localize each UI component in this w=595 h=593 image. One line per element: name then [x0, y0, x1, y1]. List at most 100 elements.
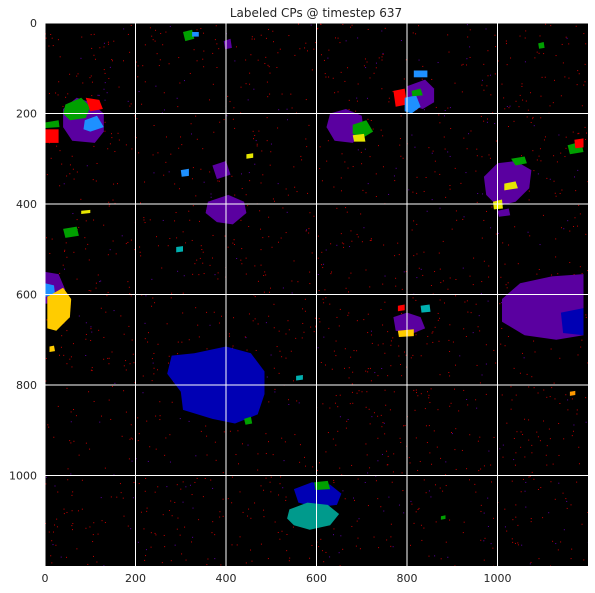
noise-dot [420, 355, 422, 357]
noise-dot [191, 494, 193, 496]
noise-dot [91, 95, 93, 97]
noise-dot [254, 265, 256, 267]
noise-dot [308, 124, 310, 126]
noise-dot [100, 497, 102, 499]
noise-dot [129, 105, 131, 107]
noise-dot [182, 231, 184, 233]
noise-dot [400, 441, 402, 443]
noise-dot [519, 35, 521, 37]
noise-dot [502, 456, 504, 458]
noise-dot [507, 336, 509, 338]
noise-dot [192, 536, 194, 538]
noise-dot [247, 515, 249, 517]
noise-dot [421, 539, 423, 541]
noise-dot [378, 57, 380, 59]
noise-dot [378, 145, 380, 147]
noise-dot [366, 97, 368, 99]
noise-dot [226, 115, 228, 117]
noise-dot [163, 109, 165, 111]
noise-dot [253, 38, 255, 40]
noise-dot [152, 154, 154, 156]
noise-dot [317, 235, 319, 237]
noise-dot [476, 407, 478, 409]
noise-dot [212, 521, 214, 523]
noise-dot [517, 524, 519, 526]
noise-dot [518, 106, 520, 108]
noise-dot [353, 350, 355, 352]
noise-dot [365, 370, 367, 372]
noise-dot [386, 539, 388, 541]
noise-dot [558, 134, 560, 136]
noise-dot [357, 83, 359, 85]
noise-dot [299, 48, 301, 50]
noise-dot [278, 494, 280, 496]
noise-dot [418, 507, 420, 509]
noise-dot [356, 350, 358, 352]
noise-dot [394, 255, 396, 257]
noise-dot [268, 315, 270, 317]
noise-dot [521, 352, 523, 354]
noise-dot [530, 122, 532, 124]
noise-dot [534, 57, 536, 59]
noise-dot [278, 109, 280, 111]
noise-dot [270, 354, 272, 356]
noise-dot [145, 295, 147, 297]
noise-dot [249, 72, 251, 74]
noise-dot [350, 26, 352, 28]
noise-dot [569, 262, 571, 264]
noise-dot [97, 533, 99, 535]
noise-dot [290, 93, 292, 95]
noise-dot [469, 275, 471, 277]
y-tick-label: 200 [16, 108, 37, 121]
noise-dot [356, 97, 358, 99]
noise-dot [405, 271, 407, 273]
noise-dot [61, 163, 63, 165]
noise-dot [154, 491, 156, 493]
noise-dot [522, 434, 524, 436]
noise-dot [103, 224, 105, 226]
cp-region [81, 209, 91, 214]
noise-dot [585, 138, 587, 140]
noise-dot [215, 25, 217, 27]
noise-dot [115, 253, 117, 255]
noise-dot [191, 541, 193, 543]
noise-dot [502, 242, 504, 244]
noise-dot [174, 501, 176, 503]
noise-dot [66, 387, 68, 389]
noise-dot [403, 425, 405, 427]
noise-dot [530, 521, 532, 523]
noise-dot [81, 36, 83, 38]
noise-dot [82, 82, 84, 84]
noise-dot [524, 61, 526, 63]
noise-dot [143, 528, 145, 530]
noise-dot [584, 81, 586, 83]
noise-dot [232, 118, 234, 120]
noise-dot [165, 31, 167, 33]
noise-dot [390, 545, 392, 547]
noise-dot [339, 42, 341, 44]
noise-dot [287, 320, 289, 322]
noise-dot [91, 370, 93, 372]
noise-dot [93, 54, 95, 56]
noise-dot [78, 226, 80, 228]
noise-dot [501, 394, 503, 396]
noise-dot [488, 265, 490, 267]
noise-dot [517, 544, 519, 546]
noise-dot [367, 472, 369, 474]
noise-dot [575, 190, 577, 192]
noise-dot [434, 171, 436, 173]
noise-dot [130, 239, 132, 241]
noise-dot [71, 366, 73, 368]
noise-dot [356, 392, 358, 394]
noise-dot [439, 317, 441, 319]
noise-dot [45, 357, 47, 359]
noise-dot [404, 425, 406, 427]
noise-dot [392, 337, 394, 339]
noise-dot [387, 455, 389, 457]
noise-dot [488, 276, 490, 278]
noise-dot [138, 152, 140, 154]
noise-dot [397, 242, 399, 244]
noise-dot [274, 521, 276, 523]
noise-dot [393, 453, 395, 455]
noise-dot [476, 148, 478, 150]
